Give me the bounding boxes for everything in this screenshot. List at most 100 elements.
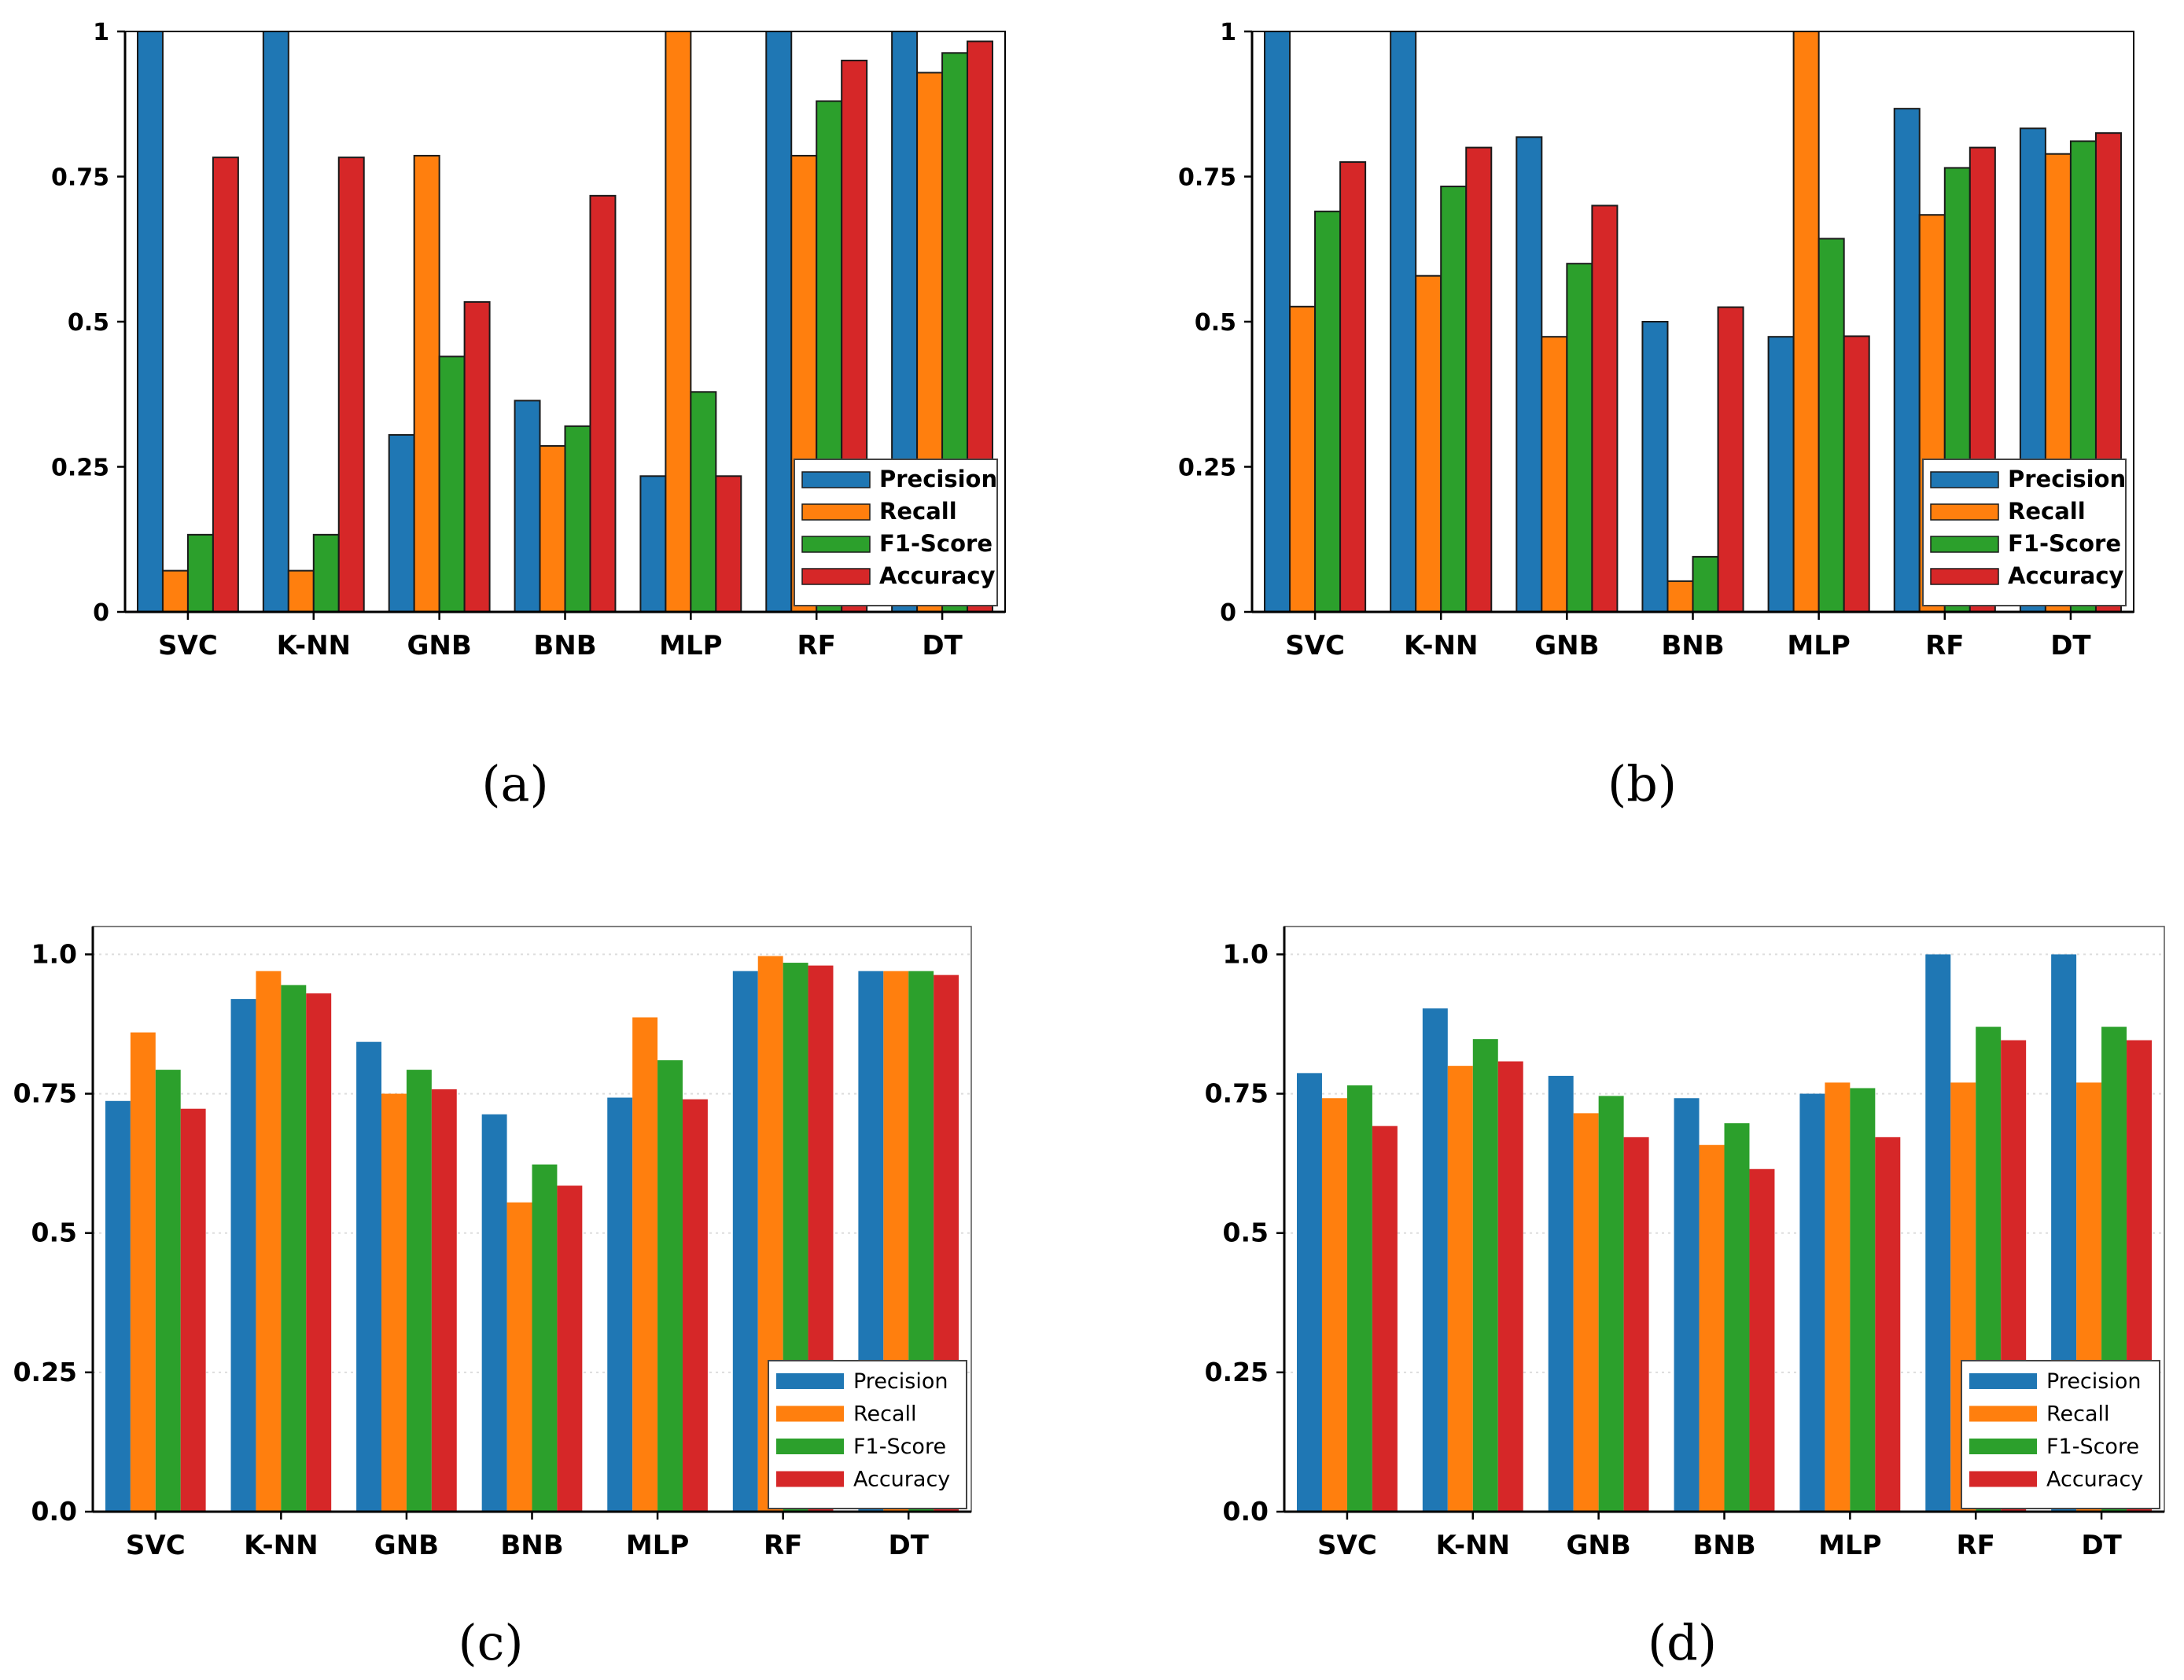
bar-gnb-recall: [1541, 336, 1568, 613]
legend-label-f1-score: F1-Score: [2008, 530, 2121, 557]
bar-svc-recall: [130, 1032, 156, 1512]
bar-svc-recall: [1321, 1098, 1347, 1512]
bar-svc-precision: [1264, 31, 1291, 613]
bar-k-nn-recall: [1447, 1066, 1473, 1512]
legend-label-recall: Recall: [2046, 1402, 2110, 1427]
bar-gnb-recall: [413, 154, 440, 613]
bar-mlp-accuracy: [715, 475, 742, 613]
bar-k-nn-recall: [1415, 274, 1442, 613]
bar-bnb-accuracy: [1749, 1169, 1775, 1512]
x-tick-label: MLP: [626, 1530, 689, 1561]
y-tick-label: 0.25: [1178, 455, 1236, 482]
y-tick-label: 0.0: [1223, 1496, 1269, 1527]
chart-panel-c: 0.0 0.25 0.5 0.75 1.0 SVC K-NN GNB BNB MLP RF DT Pre…: [13, 926, 972, 1671]
x-tick-label: SVC: [126, 1530, 186, 1561]
x-tick-label: RF: [797, 630, 836, 661]
legend-label-recall: Recall: [853, 1402, 917, 1427]
legend: Precision Recall F1-Score Accuracy: [1961, 1360, 2160, 1509]
bar-k-nn-precision: [1422, 1008, 1448, 1512]
bar-gnb-f1-score: [438, 356, 466, 613]
bar-gnb-accuracy: [431, 1089, 457, 1512]
legend-swatch-f1-score: [801, 536, 871, 553]
y-tick-label: 0.5: [68, 309, 109, 337]
bar-k-nn-recall: [256, 971, 282, 1512]
y-tick-label: 1: [1220, 19, 1236, 46]
legend-swatch-accuracy: [1930, 568, 1999, 585]
bar-svc-accuracy: [1372, 1126, 1398, 1512]
bar-bnb-f1-score: [532, 1164, 558, 1512]
bar-svc-recall: [161, 569, 189, 613]
bar-svc-f1-score: [155, 1070, 181, 1512]
bar-gnb-accuracy: [1591, 204, 1619, 613]
bar-gnb-recall: [381, 1093, 407, 1512]
legend-swatch-precision: [1930, 471, 1999, 488]
x-tick-label: MLP: [1787, 630, 1850, 661]
x-tick-label: BNB: [1661, 630, 1724, 661]
legend-swatch-f1-score: [1930, 536, 1999, 553]
x-tick-label: DT: [922, 630, 963, 661]
y-tick-label: 0.5: [1223, 1218, 1269, 1248]
x-tick-label: DT: [2050, 630, 2091, 661]
legend: Precision Recall F1-Score Accuracy: [768, 1360, 967, 1509]
bar-svc-precision: [136, 31, 164, 613]
bar-bnb-accuracy: [589, 194, 617, 613]
bar-mlp-precision: [639, 475, 667, 613]
legend-swatch-f1-score: [1969, 1439, 2037, 1454]
bar-bnb-accuracy: [1717, 306, 1744, 613]
bar-rf-precision: [1893, 108, 1921, 613]
bar-gnb-precision: [388, 433, 415, 613]
y-tick-label: 1: [93, 19, 109, 46]
panel-caption: (a): [481, 755, 548, 812]
bar-k-nn-accuracy: [306, 993, 332, 1512]
bar-k-nn-accuracy: [1497, 1061, 1523, 1512]
legend-swatch-recall: [801, 503, 871, 521]
bar-k-nn-precision: [262, 31, 289, 613]
legend-label-recall: Recall: [2008, 498, 2086, 525]
bar-k-nn-accuracy: [337, 157, 365, 613]
bar-svc-f1-score: [186, 533, 214, 613]
y-tick-label: 0.25: [13, 1357, 77, 1387]
bar-k-nn-f1-score: [1472, 1039, 1498, 1512]
x-tick-label: RF: [764, 1530, 802, 1561]
legend-swatch-precision: [1969, 1373, 2037, 1389]
bar-bnb-f1-score: [1692, 555, 1719, 613]
legend-swatch-accuracy: [1969, 1471, 2037, 1487]
bar-svc-precision: [1296, 1073, 1322, 1512]
legend-swatch-f1-score: [776, 1439, 844, 1454]
bar-svc-accuracy: [180, 1108, 206, 1512]
x-tick-label: GNB: [1534, 630, 1599, 661]
bar-bnb-f1-score: [564, 425, 591, 613]
y-tick-label: 0.75: [1205, 1078, 1269, 1109]
bar-bnb-recall: [1667, 580, 1694, 613]
legend-label-precision: Precision: [853, 1369, 948, 1394]
bar-mlp-accuracy: [682, 1099, 708, 1512]
legend: Precision Recall F1-Score Accuracy: [1922, 459, 2127, 606]
bar-bnb-accuracy: [557, 1185, 583, 1512]
bar-bnb-f1-score: [1724, 1123, 1750, 1512]
y-tick-label: 0.5: [1195, 309, 1236, 337]
bar-svc-recall: [1289, 305, 1317, 613]
bar-gnb-accuracy: [463, 300, 491, 613]
x-tick-label: K-NN: [277, 630, 351, 661]
bar-mlp-precision: [1767, 336, 1795, 613]
legend-swatch-accuracy: [801, 568, 871, 585]
bar-gnb-precision: [1548, 1075, 1574, 1512]
bar-gnb-f1-score: [1598, 1096, 1624, 1512]
x-tick-label: RF: [1957, 1530, 1995, 1561]
legend-label-precision: Precision: [2008, 466, 2126, 492]
bar-mlp-precision: [607, 1097, 633, 1512]
x-tick-label: DT: [889, 1530, 930, 1561]
legend: Precision Recall F1-Score Accuracy: [794, 459, 998, 606]
bar-k-nn-f1-score: [312, 533, 340, 613]
y-tick-label: 0.75: [1178, 164, 1236, 192]
bar-bnb-recall: [506, 1202, 532, 1512]
legend-swatch-precision: [801, 471, 871, 488]
bar-rf-precision: [765, 31, 793, 613]
panel-caption: (d): [1648, 1614, 1717, 1671]
y-tick-label: 0.0: [31, 1496, 77, 1527]
legend-label-f1-score: F1-Score: [853, 1435, 946, 1459]
bar-mlp-accuracy: [1843, 335, 1870, 613]
legend-swatch-precision: [776, 1373, 844, 1389]
x-tick-label: GNB: [374, 1530, 439, 1561]
bar-k-nn-f1-score: [1440, 186, 1468, 613]
